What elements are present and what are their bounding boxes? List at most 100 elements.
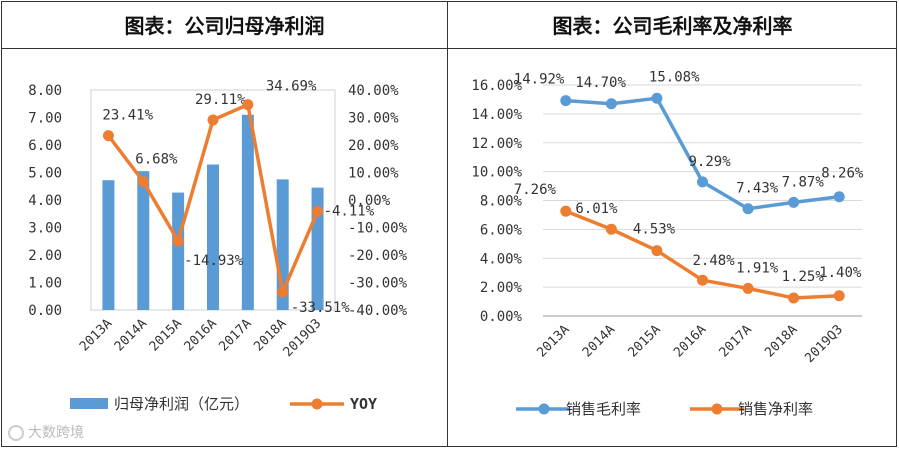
left-y-tick-label: 5.00 — [28, 166, 62, 182]
yoy-point — [312, 205, 324, 217]
yoy-data-label: 29.11% — [195, 92, 246, 108]
x-tick-label: 2019Q3 — [802, 322, 846, 366]
watermark: 大数跨境 — [8, 422, 84, 442]
title-divider — [1, 48, 897, 49]
gross-margin-point — [560, 95, 572, 107]
net-margin-data-label: 2.48% — [693, 253, 736, 269]
yoy-point — [137, 176, 149, 188]
gross-margin-point — [651, 92, 663, 104]
left-chart-title: 图表：公司归母净利润 — [124, 14, 325, 38]
yoy-data-label: -14.93% — [184, 253, 244, 269]
net-margin-point — [651, 245, 663, 257]
bar-net-profit — [137, 171, 150, 310]
net-margin-data-label: 6.01% — [575, 201, 618, 217]
gross-margin-data-label: 14.70% — [575, 75, 626, 91]
bar-net-profit — [207, 164, 219, 310]
y-tick-label: 12.00% — [471, 136, 522, 152]
net-margin-data-label: 4.53% — [633, 222, 676, 238]
net-margin-point — [605, 223, 617, 235]
yoy-data-label: -4.11% — [324, 203, 375, 219]
x-tick-label: 2016A — [182, 316, 220, 354]
yoy-point — [277, 286, 289, 298]
gross-margin-data-label: 9.29% — [689, 154, 732, 170]
bar-net-profit — [172, 192, 185, 310]
net-margin-data-label: 7.26% — [514, 182, 557, 198]
right-y-tick-label: 20.00% — [348, 138, 399, 154]
x-tick-label: 2015A — [147, 316, 185, 354]
right-y-tick-label: 40.00% — [348, 83, 399, 99]
right-y-tick-label: -40.00% — [348, 303, 408, 319]
panel-divider — [447, 1, 448, 447]
yoy-data-label: 6.68% — [135, 152, 178, 168]
left-y-tick-label: 0.00 — [28, 303, 62, 319]
net-margin-point — [833, 290, 845, 302]
left-y-tick-label: 7.00 — [28, 111, 62, 127]
left-y-tick-label: 8.00 — [28, 83, 62, 99]
yoy-point — [207, 114, 219, 126]
yoy-point — [172, 235, 184, 247]
y-tick-label: 14.00% — [471, 107, 522, 123]
y-tick-label: 10.00% — [471, 165, 522, 181]
left-y-tick-label: 1.00 — [28, 276, 62, 292]
gross-margin-point — [697, 176, 708, 188]
net-margin-data-label: 1.40% — [819, 265, 862, 281]
x-tick-label: 2015A — [625, 322, 663, 360]
x-tick-label: 2017A — [717, 322, 755, 360]
camera-icon — [8, 425, 24, 441]
bar-net-profit — [102, 180, 115, 310]
right-y-tick-label: 0.00% — [348, 193, 391, 209]
yoy-point — [102, 130, 114, 142]
right-y-tick-label: -20.00% — [348, 248, 408, 264]
gross-margin-data-label: 8.26% — [821, 166, 864, 182]
net-margin-data-label: 1.25% — [782, 269, 825, 285]
right-y-tick-label: -10.00% — [348, 221, 408, 237]
y-tick-label: 4.00% — [480, 251, 523, 267]
gross-margin-data-label: 15.08% — [649, 69, 700, 85]
y-tick-label: 2.00% — [480, 280, 523, 296]
x-tick-label: 2018A — [762, 322, 800, 360]
bar-net-profit — [241, 114, 254, 310]
gross-margin-point — [605, 98, 617, 110]
legend-swatch-bar — [70, 398, 108, 409]
watermark-text: 大数跨境 — [28, 425, 84, 441]
legend-net-label: 销售净利率 — [738, 400, 813, 418]
left-y-tick-label: 2.00 — [28, 248, 62, 264]
y-tick-label: 6.00% — [480, 222, 523, 238]
net-margin-point — [742, 282, 754, 294]
legend-label-line: YOY — [350, 395, 377, 413]
legend-label-bar: 归母净利润（亿元） — [114, 395, 249, 413]
right-y-tick-label: 10.00% — [348, 166, 399, 182]
gross-margin-point — [833, 191, 845, 203]
gross-margin-point — [788, 196, 800, 208]
x-tick-label: 2013A — [534, 322, 572, 360]
net-margin-data-label: 1.91% — [736, 260, 779, 276]
left-y-tick-label: 4.00 — [28, 193, 62, 209]
right-y-tick-label: 30.00% — [348, 111, 399, 127]
x-tick-label: 2017A — [216, 316, 254, 354]
net-margin-point — [788, 292, 800, 304]
y-tick-label: 0.00% — [480, 309, 523, 325]
legend-gross-label: 销售毛利率 — [566, 400, 641, 418]
gross-margin-data-label: 7.43% — [736, 181, 779, 197]
yoy-data-label: 23.41% — [102, 108, 153, 124]
legend-gross-marker — [538, 403, 550, 415]
yoy-data-label: -33.51% — [291, 300, 351, 316]
gross-margin-point — [742, 203, 754, 215]
gross-margin-data-label: 14.92% — [514, 72, 565, 88]
x-tick-label: 2016A — [671, 322, 709, 360]
right-chart-title: 图表：公司毛利率及净利率 — [552, 14, 793, 38]
legend-marker-line — [311, 398, 323, 410]
right-y-tick-label: -30.00% — [348, 276, 408, 292]
left-y-tick-label: 6.00 — [28, 138, 62, 154]
x-tick-label: 2014A — [580, 322, 618, 360]
yoy-data-label: 34.69% — [266, 79, 317, 95]
left-y-tick-label: 3.00 — [28, 221, 62, 237]
net-margin-point — [697, 274, 708, 286]
x-tick-label: 2013A — [77, 316, 115, 354]
x-tick-label: 2019Q3 — [281, 316, 325, 360]
y-tick-label: 8.00% — [480, 194, 523, 210]
yoy-point — [242, 99, 254, 111]
net-margin-point — [560, 205, 572, 217]
